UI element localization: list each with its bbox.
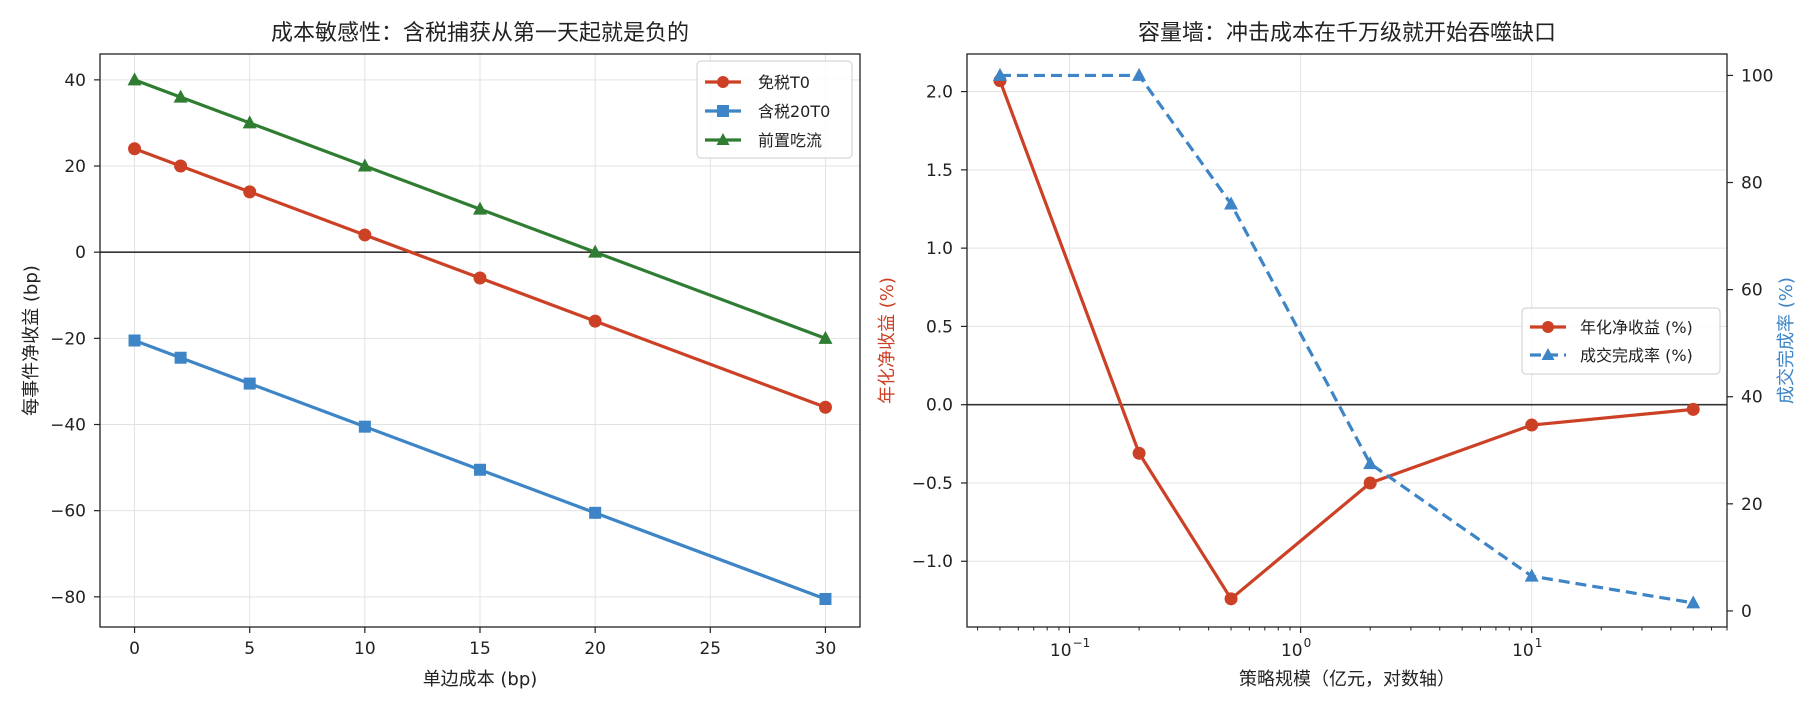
chart1-ylabel: 每事件净收益 (bp)	[21, 265, 42, 416]
chart1-ytick-label: 40	[64, 71, 86, 91]
chart1-legend-label: 前置吃流	[758, 131, 822, 150]
chart1-xtick-label: 30	[815, 639, 837, 659]
chart2-series-0-point	[1525, 418, 1539, 432]
chart2-ytick-right-label: 40	[1741, 388, 1763, 408]
chart1-series-2-point	[127, 72, 142, 86]
chart1-ytick-label: −40	[50, 416, 86, 436]
chart2-ytick-right-label: 60	[1741, 281, 1763, 301]
chart1-legend-box	[696, 60, 853, 159]
chart1-series-1-point	[358, 420, 371, 433]
chart1-ytick-label: −80	[50, 588, 86, 608]
chart2-series-1-point	[992, 67, 1007, 81]
chart1-xlabel: 单边成本 (bp)	[423, 669, 538, 690]
chart2-series-0-point	[1132, 446, 1146, 460]
chart1-xtick-label: 20	[584, 639, 606, 659]
chart2-series-line-1	[999, 73, 1694, 605]
chart2-series-1-point	[1224, 196, 1239, 210]
chart1-series-1-point	[474, 463, 486, 476]
chart2-xlabel: 策略规模（亿元，对数轴）	[1239, 669, 1455, 690]
chart2-ytick-right-label: 20	[1741, 495, 1763, 515]
chart2-xtick-base: 10	[1050, 641, 1072, 661]
chart2-ytick-left-label: 1.0	[926, 239, 953, 259]
chart1-series-2-point	[242, 115, 257, 129]
chart1-legend-marker	[716, 133, 730, 145]
chart1-series-0-point	[473, 271, 487, 285]
chart1-series-0-point	[358, 228, 372, 242]
chart2-ylabel-right: 成交完成率 (%)	[1776, 277, 1797, 404]
chart2-legend-marker	[1542, 321, 1554, 333]
chart2-xtick-exp: −1	[1073, 636, 1091, 650]
chart1-series-1-point	[819, 592, 832, 605]
chart2-ytick-left-label: 0.0	[926, 396, 953, 416]
chart2-legend-label: 成交完成率 (%)	[1580, 346, 1693, 365]
chart2-series-1-point	[1132, 67, 1147, 81]
chart2-series-1-point	[1686, 595, 1701, 609]
chart2-series-0-point	[1686, 402, 1700, 416]
chart1-xtick-label: 0	[129, 639, 140, 659]
chart2-xtick-exp: 1	[1535, 636, 1543, 650]
chart2-series-0-point	[1363, 476, 1377, 490]
chart2-legend-box	[1521, 307, 1721, 375]
chart2-ytick-left-label: 1.5	[926, 161, 953, 181]
chart1-series-0-point	[588, 314, 602, 328]
chart1-xtick-label: 5	[244, 639, 255, 659]
chart1-series-0-point	[818, 400, 832, 414]
chart2-series-0-point	[1224, 592, 1238, 606]
chart2-series-1-point	[1524, 568, 1539, 582]
chart1-series-0-point	[243, 185, 257, 199]
chart1-ytick-label: −60	[50, 502, 86, 522]
chart1-ytick-label: 0	[75, 243, 86, 263]
chart2-series-1-point	[1363, 456, 1378, 470]
chart1-series-2-point	[357, 158, 372, 172]
chart2-ytick-left-label: 0.5	[926, 317, 953, 337]
chart1-legend-label: 含税20T0	[758, 102, 830, 121]
chart1-ytick-label: −20	[50, 329, 86, 349]
chart2-ytick-left-label: −0.5	[912, 474, 953, 494]
chart1-series-1-point	[128, 334, 141, 347]
chart2-xtick-exp: 0	[1304, 636, 1312, 650]
chart2-legend-label: 年化净收益 (%)	[1580, 318, 1693, 337]
chart2-title: 容量墙：冲击成本在千万级就开始吞噬缺口	[1138, 21, 1556, 46]
chart2-ytick-right-label: 100	[1741, 66, 1773, 86]
chart1-series-1-point	[243, 377, 256, 390]
chart1-series-0-point	[128, 142, 142, 156]
chart1-series-1-point	[174, 351, 187, 364]
chart1-title: 成本敏感性：含税捕获从第一天起就是负的	[271, 21, 689, 46]
chart2-series-line-0	[998, 80, 1694, 601]
chart1-legend-marker	[717, 105, 729, 117]
chart2-xtick-base: 10	[1512, 641, 1534, 661]
chart1-series-0-point	[174, 159, 188, 173]
chart1-xtick-label: 15	[469, 639, 491, 659]
chart2-xtick-base: 10	[1281, 641, 1303, 661]
chart2-ytick-right-label: 0	[1741, 602, 1752, 622]
chart1-ytick-label: 20	[64, 157, 86, 177]
chart1-series-2-point	[818, 330, 833, 344]
chart2-ylabel-left: 年化净收益 (%)	[877, 277, 898, 404]
chart1-series-2-point	[588, 244, 603, 258]
chart1-xtick-label: 25	[699, 639, 721, 659]
chart1-xtick-label: 10	[354, 639, 376, 659]
chart1-series-2-point	[173, 89, 188, 103]
chart1-series-1-point	[589, 506, 602, 519]
chart2-ytick-left-label: −1.0	[912, 552, 953, 572]
chart2-ytick-left-label: 2.0	[926, 83, 953, 103]
chart1-series-2-point	[473, 201, 487, 215]
chart2-ytick-right-label: 80	[1741, 174, 1763, 194]
chart2-legend-marker	[1541, 348, 1555, 360]
chart1-legend-marker	[717, 76, 729, 88]
chart1-legend-label: 免税T0	[758, 73, 810, 92]
chart2-frame	[966, 53, 1728, 628]
